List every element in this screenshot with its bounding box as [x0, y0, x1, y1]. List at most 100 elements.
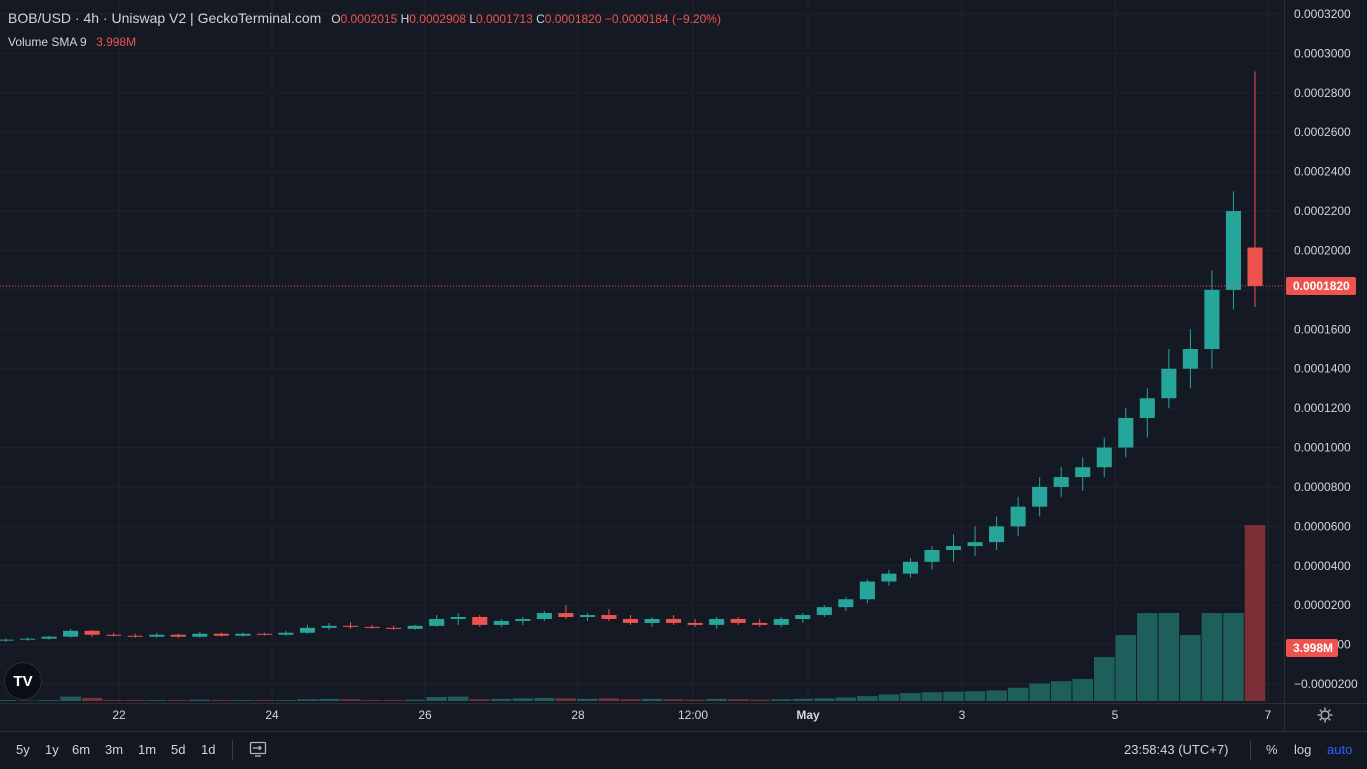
volume-bar [211, 700, 232, 701]
candle-body [924, 550, 939, 562]
candle-body [731, 619, 746, 623]
auto-scale-button[interactable]: auto [1327, 742, 1352, 757]
volume-label: Volume SMA 9 [8, 35, 87, 49]
toolbar-divider-right [1250, 740, 1251, 760]
candle-body [128, 636, 143, 637]
range-3m-button[interactable]: 3m [105, 742, 123, 757]
candle-body [903, 562, 918, 574]
y-axis-tick-label: 0.0000400 [1294, 559, 1351, 573]
candle-body [1140, 398, 1155, 418]
volume-bar [1051, 681, 1072, 701]
volume-bar [405, 700, 426, 701]
candle-body [429, 619, 444, 626]
range-1d-button[interactable]: 1d [201, 742, 215, 757]
y-axis-tick-label: 0.0002000 [1294, 243, 1351, 257]
y-axis-tick-label: 0.0001200 [1294, 401, 1351, 415]
volume-bar [1008, 688, 1029, 701]
candle-body [580, 615, 595, 617]
volume-bar [297, 699, 318, 701]
volume-bar [125, 700, 146, 701]
candle-body [968, 542, 983, 546]
candle-body [1183, 349, 1198, 369]
volume-bar [1202, 613, 1223, 701]
candle-body [644, 619, 659, 623]
y-axis-tick-label: 0.0001400 [1294, 362, 1351, 376]
ohlc-values: O0.0002015 H0.0002908 L0.0001713 C0.0001… [331, 12, 721, 26]
candle-body [752, 623, 767, 625]
volume-bar [1245, 525, 1266, 701]
volume-bar [276, 700, 297, 701]
range-1y-button[interactable]: 1y [45, 742, 59, 757]
range-5d-button[interactable]: 5d [171, 742, 185, 757]
volume-bar [1072, 679, 1093, 701]
y-axis-tick-label: 0.0001600 [1294, 322, 1351, 336]
volume-bar [986, 690, 1007, 701]
candle-body [1161, 369, 1176, 399]
volume-bar [426, 697, 447, 701]
volume-bar [1159, 613, 1180, 701]
symbol-title: BOB/USD · 4h · Uniswap V2 | GeckoTermina… [8, 10, 321, 26]
candle-body [257, 634, 272, 635]
volume-bar [685, 700, 706, 701]
candle-body [494, 621, 509, 625]
open-key: O [331, 12, 340, 26]
x-axis-tick-label: 28 [571, 708, 585, 722]
volume-bar [103, 700, 124, 701]
y-axis-tick-label: −0.0000200 [1294, 677, 1358, 691]
y-axis-tick-label: 0.0002800 [1294, 86, 1351, 100]
candle-body [1054, 477, 1069, 487]
volume-bar [60, 697, 81, 701]
candle-body [63, 631, 78, 637]
candle-body [1097, 448, 1112, 468]
candle-body [666, 619, 681, 623]
volume-bar [1094, 657, 1115, 701]
range-5y-button[interactable]: 5y [16, 742, 30, 757]
percent-scale-button[interactable]: % [1266, 742, 1278, 757]
x-axis-tick-label: 3 [959, 708, 966, 722]
volume-bar [599, 698, 620, 701]
volume-bar [1116, 635, 1137, 701]
volume-bar [922, 692, 943, 701]
x-axis-tick-label: 12:00 [678, 708, 708, 722]
candle-body [558, 613, 573, 617]
volume-bar [556, 698, 577, 701]
volume-bar [491, 699, 512, 701]
volume-bar [146, 700, 167, 701]
volume-bar [1180, 635, 1201, 701]
log-scale-button[interactable]: log [1294, 742, 1311, 757]
settings-icon[interactable] [1317, 707, 1333, 723]
volume-bar [943, 692, 964, 701]
candle-body [1226, 211, 1241, 290]
toolbar-divider [232, 740, 233, 760]
low-value: 0.0001713 [476, 12, 533, 26]
price-chart[interactable]: 0.00032000.00030000.00028000.00026000.00… [0, 0, 1367, 731]
candle-body [537, 613, 552, 619]
candle-body [472, 617, 487, 625]
y-axis-tick-label: 0.0002400 [1294, 165, 1351, 179]
tradingview-logo[interactable]: TV [4, 662, 42, 700]
open-value: 0.0002015 [341, 12, 398, 26]
candle-body [623, 619, 638, 623]
compare-icon[interactable] [249, 741, 267, 757]
candle-body [278, 633, 293, 635]
range-6m-button[interactable]: 6m [72, 742, 90, 757]
volume-bar [233, 700, 254, 701]
volume-bar [1137, 613, 1158, 701]
candle-body [817, 607, 832, 615]
y-axis-tick-label: 0.0003200 [1294, 7, 1351, 21]
high-value: 0.0002908 [409, 12, 466, 26]
clock-timezone[interactable]: 23:58:43 (UTC+7) [1124, 742, 1228, 757]
x-axis-tick-label: 24 [265, 708, 279, 722]
candle-body [795, 615, 810, 619]
candle-body [192, 634, 207, 637]
volume-bar [362, 700, 383, 701]
candle-body [408, 626, 423, 629]
volume-bar [168, 700, 189, 701]
candle-body [343, 626, 358, 627]
range-1m-button[interactable]: 1m [138, 742, 156, 757]
candle-body [321, 626, 336, 628]
volume-bar [1029, 683, 1050, 701]
change-value: −0.0000184 (−9.20%) [605, 12, 721, 26]
x-axis-tick-label: 22 [112, 708, 126, 722]
symbol-legend: BOB/USD · 4h · Uniswap V2 | GeckoTermina… [8, 10, 721, 26]
